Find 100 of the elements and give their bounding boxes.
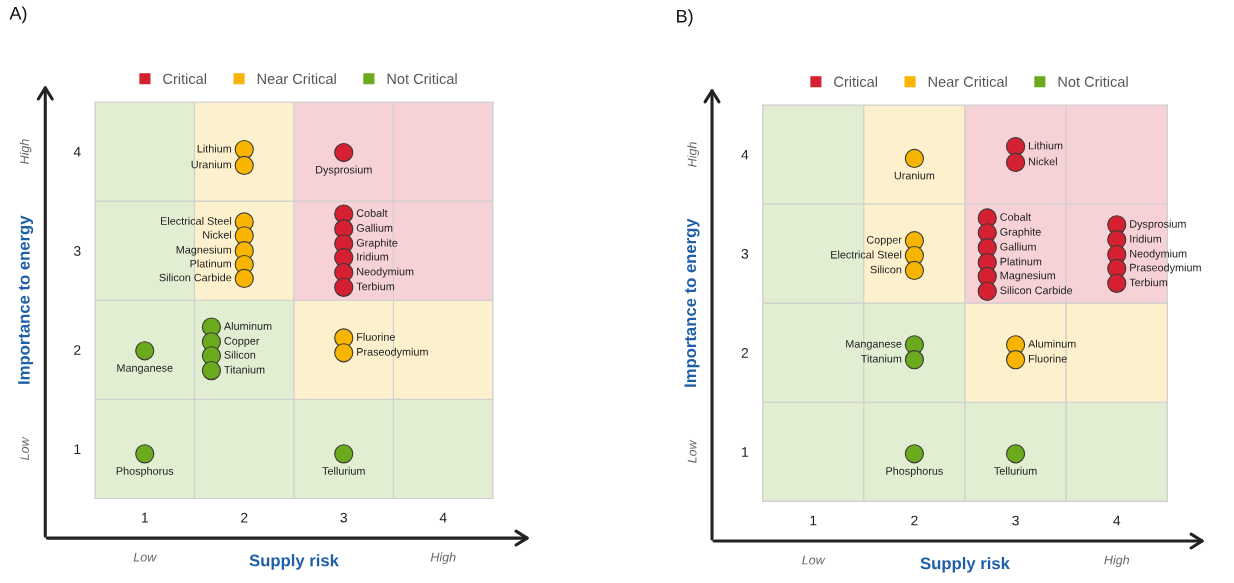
x-tick-label: 2: [911, 515, 918, 526]
annotation: Titanium: [224, 365, 265, 374]
x-axis-title: Supply risk: [920, 557, 1010, 573]
point: [904, 350, 925, 370]
annotation: Electrical Steel: [161, 216, 232, 225]
y-tick-label: 1: [742, 447, 749, 457]
text: High: [430, 552, 456, 565]
annotation: Nickel: [1028, 157, 1057, 166]
x-tick-label: 1: [141, 512, 148, 523]
y-tick-label: 2: [741, 348, 749, 358]
point: [334, 277, 354, 297]
annotation: Iridium: [357, 252, 389, 261]
y-axis-title: Importance to energy: [684, 218, 700, 387]
annotation: Phosphorus: [116, 466, 174, 477]
text: High: [687, 142, 699, 167]
legend-label: Not Critical: [387, 73, 457, 85]
legend-label: Near Critical: [928, 76, 1007, 87]
x-tick-label: 3: [1012, 515, 1019, 526]
annotation: Terbium: [1129, 278, 1168, 287]
annotation: Electrical Steel: [831, 250, 902, 259]
annotation: Magnesium: [1000, 271, 1056, 282]
text: High: [19, 139, 32, 165]
annotation: Phosphorus: [886, 466, 943, 477]
annotation: Uranium: [191, 160, 232, 169]
annotation: Cobalt: [1000, 212, 1031, 221]
point: [334, 142, 354, 163]
annotation: Tellurium: [322, 466, 365, 475]
point: [1005, 152, 1026, 173]
y-tick-label: 3: [741, 248, 749, 259]
annotation: Silicon Carbide: [159, 273, 232, 282]
point: [1005, 350, 1026, 370]
annotation: Tellurium: [994, 466, 1037, 475]
point: [977, 281, 997, 301]
legend-label: Not Critical: [1058, 76, 1128, 87]
annotation: Neodymium: [357, 267, 414, 278]
x-tick-label: 2: [241, 512, 248, 523]
annotation: Lithium: [1028, 141, 1063, 150]
point: [904, 444, 925, 464]
point: [334, 444, 354, 464]
y-tick-label: 4: [73, 147, 81, 157]
annotation: Graphite: [356, 238, 398, 249]
point: [135, 341, 155, 361]
annotation: Manganese: [846, 340, 902, 350]
annotation: Aluminum: [1028, 339, 1076, 348]
annotation: Gallium: [1000, 242, 1036, 251]
point: [1107, 273, 1127, 293]
annotation: Silicon: [870, 265, 902, 274]
text: Low: [802, 555, 826, 565]
annotation: Aluminum: [223, 321, 272, 330]
point: [135, 444, 155, 464]
annotation: Silicon Carbide: [1000, 286, 1073, 295]
annotation: Magnesium: [176, 245, 232, 256]
annotation: Manganese: [117, 364, 173, 374]
x-tick-label: 4: [439, 512, 447, 523]
annotation: Fluorine: [357, 332, 395, 341]
text: Low: [687, 439, 697, 463]
point: [234, 155, 254, 176]
annotation: Neodymium: [1130, 249, 1187, 260]
annotation: Terbium: [356, 282, 395, 291]
annotation: Silicon: [224, 350, 256, 359]
text: High: [1104, 555, 1130, 567]
annotation: Copper: [224, 337, 260, 347]
annotation: Lithium: [197, 144, 232, 153]
chart-title: B): [677, 9, 693, 27]
annotation: Copper: [866, 235, 902, 246]
annotation: Dysprosium: [316, 165, 372, 176]
annotation: Dysprosium: [1130, 219, 1186, 230]
point: [334, 343, 354, 363]
point: [904, 260, 925, 281]
y-tick-label: 1: [74, 444, 81, 454]
annotation: Uranium: [894, 171, 935, 180]
annotation: Platinum: [1000, 257, 1042, 266]
legend-label: Critical: [834, 76, 877, 87]
annotation: Fluorine: [1028, 354, 1067, 363]
annotation: Nickel: [203, 230, 232, 239]
point: [1005, 444, 1026, 464]
text: Low: [20, 436, 29, 460]
y-tick-label: 2: [74, 345, 81, 355]
y-tick-label: 4: [741, 149, 749, 160]
point: [1005, 136, 1026, 157]
legend-label: Near Critical: [257, 73, 336, 85]
point: [201, 361, 222, 381]
annotation: Graphite: [1000, 227, 1041, 238]
x-tick-label: 3: [340, 512, 347, 523]
y-axis-title: Importance to energy: [18, 215, 34, 384]
x-axis-title: Supply risk: [249, 554, 339, 570]
annotation: Praseodymium: [1130, 263, 1201, 274]
annotation: Cobalt: [356, 208, 388, 217]
annotation: Praseodymium: [357, 347, 428, 358]
legend-label: Critical: [163, 73, 206, 85]
annotation: Iridium: [1130, 234, 1162, 243]
point: [904, 148, 925, 169]
x-tick-label: 1: [810, 515, 817, 526]
point: [234, 268, 254, 289]
annotation: Platinum: [190, 259, 232, 268]
y-tick-label: 3: [73, 246, 81, 256]
annotation: Gallium: [356, 223, 393, 232]
x-tick-label: 4: [1113, 515, 1121, 526]
point: [234, 139, 254, 160]
annotation: Titanium: [861, 354, 902, 363]
